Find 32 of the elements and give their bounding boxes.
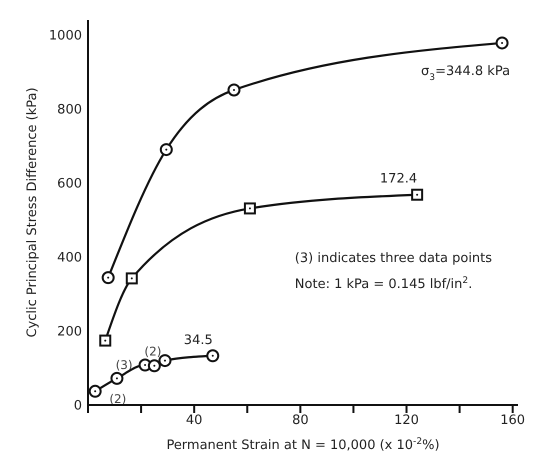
y-tick-label: 600 <box>57 176 82 192</box>
y-tick-label: 800 <box>57 102 82 118</box>
point <box>227 83 240 96</box>
point <box>244 202 256 214</box>
x-tick-label: 120 <box>394 413 419 428</box>
x-tick-label: 80 <box>292 413 309 428</box>
point <box>206 349 220 362</box>
point <box>110 372 124 385</box>
point <box>496 36 509 50</box>
y-tick-label: 400 <box>57 250 82 266</box>
point <box>148 359 161 372</box>
x-axis-title: Permanent Strain at N = 10,000 (x 10$^{-2}$%) <box>166 437 440 453</box>
y-tick-label: 1000 <box>48 28 82 44</box>
point <box>88 384 102 398</box>
series-label: 172.4 <box>380 172 418 187</box>
annotation: (2) <box>109 392 126 406</box>
x-tick-label: 40 <box>186 413 202 428</box>
point <box>126 272 138 284</box>
annotation: Note: 1 kPa = 0.145 lbf/in$^{2}$. <box>294 276 472 292</box>
annotation: (3) indicates three data points <box>294 250 492 266</box>
point <box>411 188 424 201</box>
series-label: 34.5 <box>184 332 213 348</box>
y-tick-label: 200 <box>57 324 82 340</box>
annotation: (3) <box>116 358 133 372</box>
y-tick-label: 0 <box>74 398 82 414</box>
point <box>99 334 112 347</box>
point <box>160 143 173 156</box>
point <box>102 271 115 284</box>
series-label: σ$_{3}$=344.8 kPa <box>421 64 510 83</box>
y-axis-title: Cyclic Principal Stress Difference (kPa) <box>25 87 40 338</box>
annotation: (2) <box>144 344 162 358</box>
x-tick-label: 160 <box>500 413 526 428</box>
